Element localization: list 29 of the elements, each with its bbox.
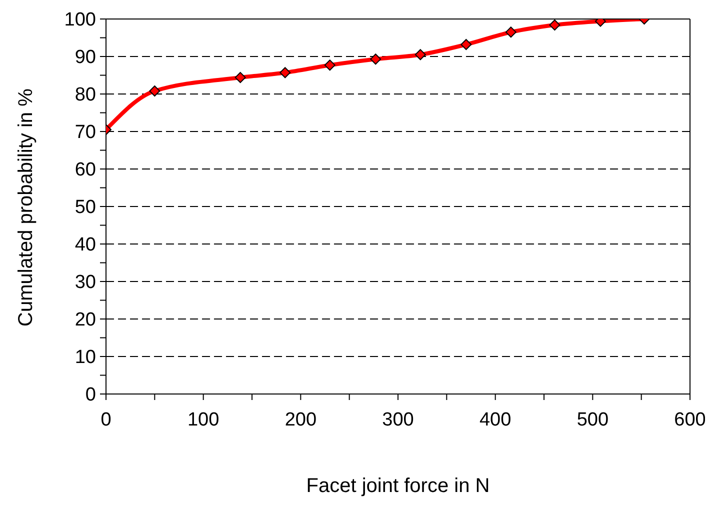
x-axis-title: Facet joint force in N (306, 475, 490, 497)
x-tick-label: 500 (576, 409, 609, 430)
y-tick-label: 10 (74, 347, 96, 368)
y-tick-label: 0 (85, 384, 96, 406)
point (280, 67, 291, 78)
x-tick-label: 400 (479, 409, 512, 430)
y-tick-label: 70 (74, 122, 96, 144)
y-tick-label: 50 (74, 197, 96, 218)
point (234, 72, 246, 83)
point (414, 49, 426, 60)
point (505, 26, 516, 38)
point (324, 60, 336, 71)
x-tick-label: 600 (674, 409, 706, 430)
y-axis-title: Cumulated probability in % (15, 88, 38, 326)
x-tick-label: 200 (284, 409, 317, 430)
y-tick-label: 100 (64, 10, 96, 31)
x-tick-label: 300 (382, 409, 414, 430)
y-tick-label: 80 (74, 84, 96, 106)
point (370, 54, 382, 65)
y-tick-label: 20 (74, 310, 96, 331)
point (460, 39, 472, 50)
y-tick-label: 30 (74, 272, 96, 294)
y-tick-label: 60 (74, 160, 96, 181)
y-tick-label: 90 (74, 47, 96, 68)
point (549, 20, 560, 30)
y-tick-label: 40 (74, 234, 96, 256)
point (149, 86, 160, 96)
x-tick-label: 100 (187, 409, 220, 430)
x-tick-label: 0 (100, 409, 112, 430)
